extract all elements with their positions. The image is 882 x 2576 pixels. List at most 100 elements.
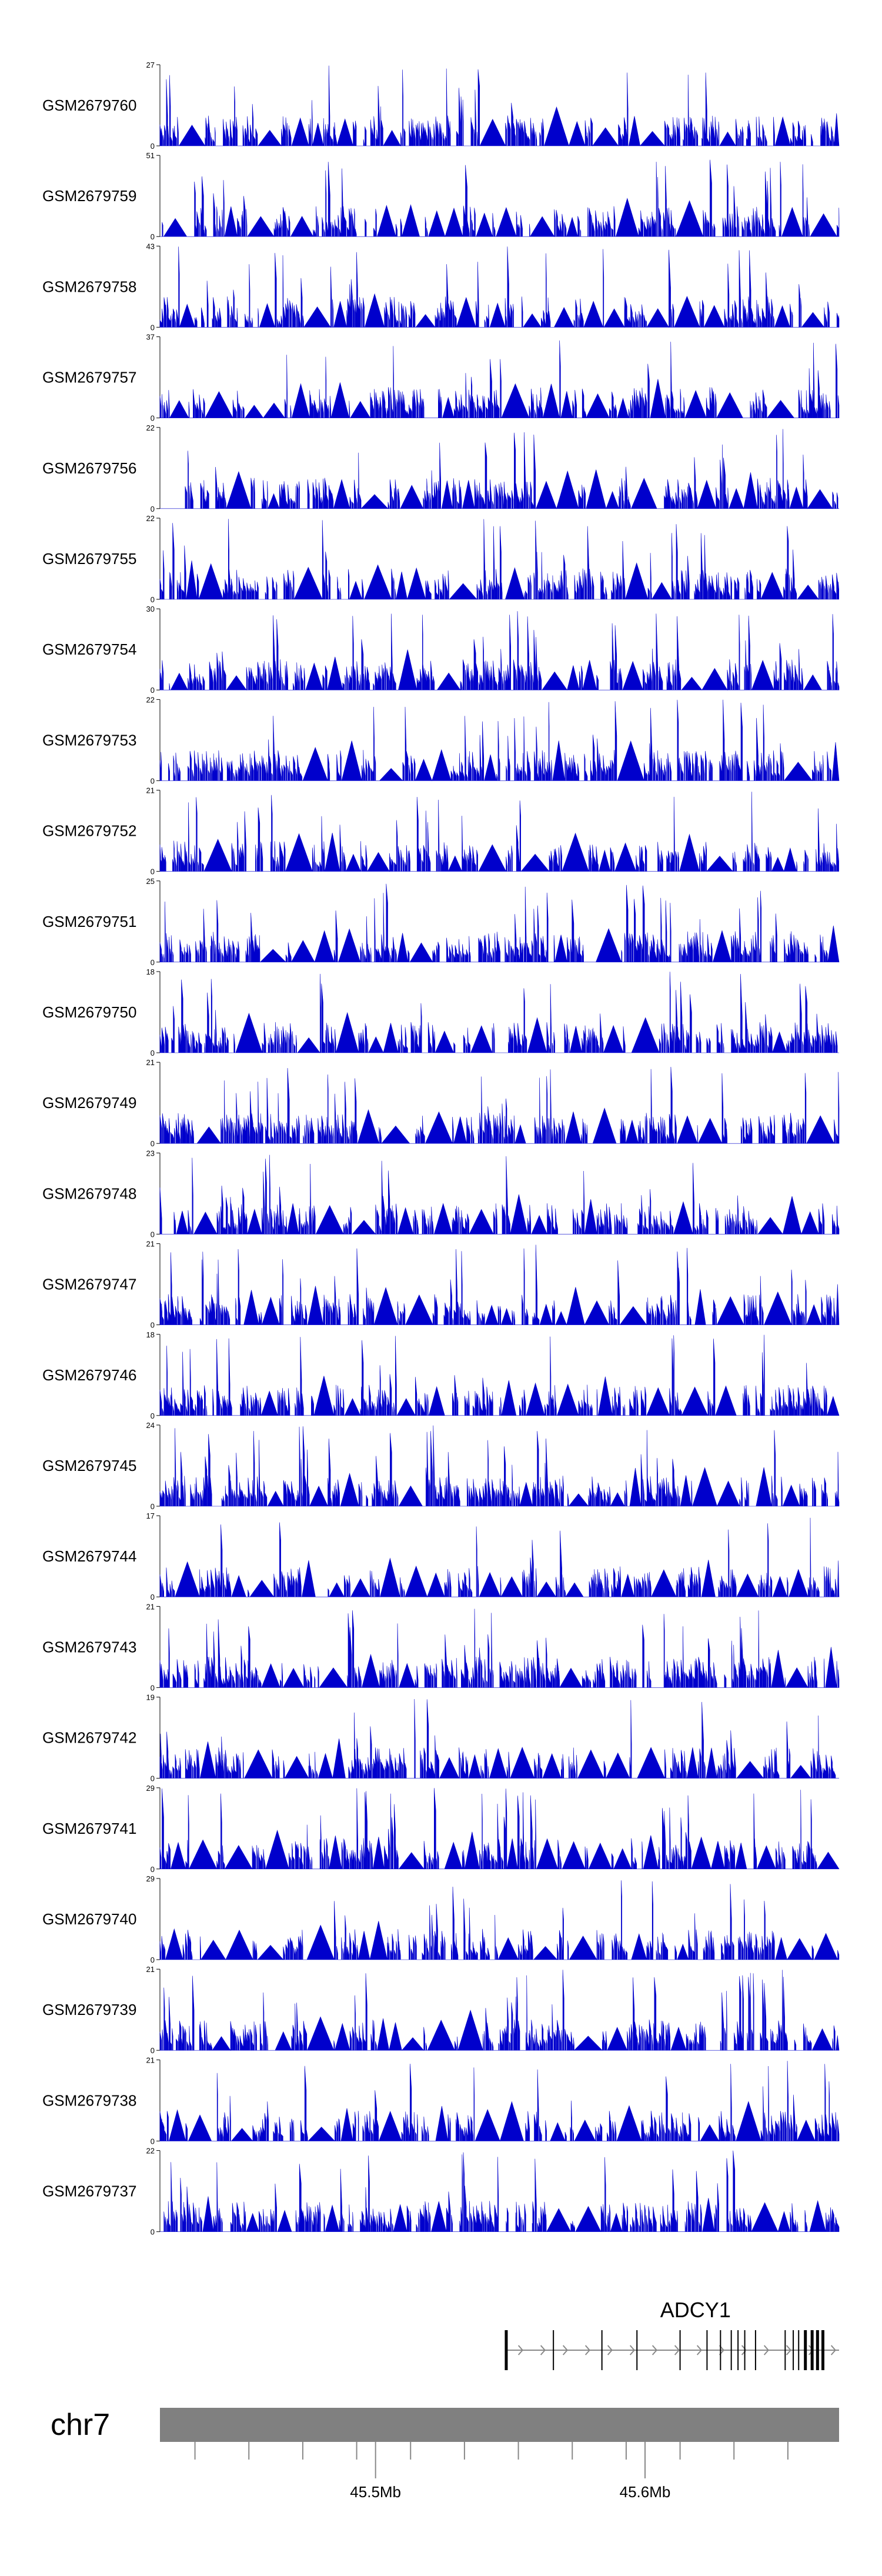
track-GSM2679753: GSM2679753 22 0 — [42, 695, 840, 785]
coverage-area — [159, 1154, 840, 1235]
track-ymax-label: 24 — [146, 1421, 155, 1430]
strand-arrow — [540, 2345, 546, 2355]
track-ymin-label: 0 — [151, 1412, 155, 1420]
gene-exon — [816, 2330, 819, 2370]
coverage-area — [159, 1788, 840, 1870]
gene-exon — [730, 2330, 732, 2370]
gene-exon — [601, 2330, 603, 2370]
track-GSM2679738: GSM2679738 21 0 — [42, 2056, 840, 2145]
coverage-area — [159, 519, 839, 600]
gene-exon — [821, 2330, 824, 2370]
track-label: GSM2679738 — [42, 2091, 136, 2109]
track-ymax-label: 22 — [146, 423, 155, 432]
track-ymin-label: 0 — [151, 1683, 155, 1692]
track-GSM2679751: GSM2679751 25 0 — [42, 877, 840, 967]
track-label: GSM2679755 — [42, 550, 136, 568]
gene-exon — [810, 2330, 814, 2370]
track-ymax-label: 25 — [146, 877, 155, 886]
track-ymin-label: 0 — [151, 1502, 155, 1511]
track-ymin-label: 0 — [151, 686, 155, 695]
track-ymin-label: 0 — [151, 1865, 155, 1874]
track-ymin-label: 0 — [151, 776, 155, 785]
gene-exon — [804, 2330, 807, 2370]
track-ymax-label: 21 — [146, 2056, 155, 2064]
track-GSM2679745: GSM2679745 24 0 — [42, 1421, 840, 1511]
strand-arrow — [652, 2345, 657, 2355]
track-GSM2679759: GSM2679759 51 0 — [42, 151, 840, 241]
coverage-area — [159, 246, 840, 328]
track-ymin-label: 0 — [151, 323, 155, 332]
coverage-area — [159, 2061, 840, 2142]
axis-tick-label: 45.5Mb — [350, 2483, 401, 2501]
track-ymin-label: 0 — [151, 958, 155, 967]
coverage-area — [159, 1699, 839, 1779]
track-ymax-label: 19 — [146, 1693, 155, 1702]
track-label: GSM2679757 — [42, 369, 136, 386]
track-GSM2679750: GSM2679750 18 0 — [42, 967, 839, 1057]
chromosome-ideogram: chr7 — [51, 2408, 839, 2442]
track-label: GSM2679742 — [42, 1729, 136, 1747]
track-ymin-label: 0 — [151, 1139, 155, 1148]
track-label: GSM2679754 — [42, 640, 136, 658]
track-ymin-label: 0 — [151, 2137, 155, 2145]
track-label: GSM2679748 — [42, 1184, 136, 1202]
coverage-area — [160, 2150, 840, 2233]
track-ymax-label: 21 — [146, 1240, 155, 1249]
gene-exon — [706, 2330, 708, 2370]
gene-label: ADCY1 — [660, 2298, 731, 2322]
coverage-area — [159, 699, 840, 782]
chromosome-label: chr7 — [51, 2408, 110, 2442]
coverage-area — [159, 1880, 840, 1961]
track-GSM2679749: GSM2679749 21 0 — [42, 1058, 840, 1148]
track-ymax-label: 21 — [146, 1058, 155, 1067]
track-label: GSM2679744 — [42, 1547, 136, 1565]
genomic-axis: 45.5Mb 45.6Mb — [194, 2442, 789, 2501]
coverage-area — [159, 972, 839, 1053]
track-ymin-label: 0 — [151, 867, 155, 876]
coverage-area — [160, 429, 839, 509]
coverage-area — [159, 1609, 840, 1689]
track-ymin-label: 0 — [151, 1593, 155, 1601]
gene-exon — [737, 2330, 739, 2370]
track-GSM2679737: GSM2679737 22 0 — [42, 2147, 840, 2237]
track-ymax-label: 17 — [146, 1511, 155, 1520]
track-ymax-label: 21 — [146, 786, 155, 795]
track-ymax-label: 51 — [146, 151, 155, 160]
coverage-area — [159, 1970, 840, 2051]
track-label: GSM2679760 — [42, 96, 136, 114]
track-GSM2679754: GSM2679754 30 0 — [42, 605, 840, 695]
track-ymin-label: 0 — [151, 1774, 155, 1783]
track-ymax-label: 23 — [146, 1149, 155, 1157]
coverage-area — [159, 1425, 840, 1507]
track-label: GSM2679759 — [42, 187, 136, 205]
strand-arrow — [696, 2345, 702, 2355]
track-ymin-label: 0 — [151, 414, 155, 423]
track-label: GSM2679750 — [42, 1003, 136, 1021]
gene-track: ADCY1 — [505, 2298, 839, 2370]
track-ymax-label: 18 — [146, 1330, 155, 1339]
track-GSM2679758: GSM2679758 43 0 — [42, 242, 840, 332]
track-ymin-label: 0 — [151, 2046, 155, 2055]
strand-arrow — [674, 2345, 680, 2355]
track-ymin-label: 0 — [151, 142, 155, 151]
gene-exon — [505, 2330, 508, 2370]
coverage-area — [159, 65, 840, 147]
strand-arrow — [741, 2345, 747, 2355]
track-GSM2679742: GSM2679742 19 0 — [42, 1693, 839, 1783]
track-ymin-label: 0 — [151, 505, 155, 513]
track-GSM2679741: GSM2679741 29 0 — [42, 1784, 840, 1874]
coverage-area — [159, 883, 840, 963]
track-ymax-label: 30 — [146, 605, 155, 613]
track-GSM2679744: GSM2679744 17 0 — [42, 1511, 840, 1601]
track-label: GSM2679749 — [42, 1094, 136, 1112]
track-label: GSM2679751 — [42, 913, 136, 930]
coverage-area — [160, 159, 840, 238]
strand-arrow — [562, 2345, 568, 2355]
gene-exon — [679, 2330, 681, 2370]
coverage-tracks: GSM2679760270GSM2679759510GSM2679758430G… — [42, 61, 840, 2237]
track-ymax-label: 18 — [146, 967, 155, 976]
track-ymax-label: 27 — [146, 61, 155, 69]
gene-exon — [744, 2330, 746, 2370]
strand-arrow — [629, 2345, 635, 2355]
gene-exon — [754, 2330, 756, 2370]
